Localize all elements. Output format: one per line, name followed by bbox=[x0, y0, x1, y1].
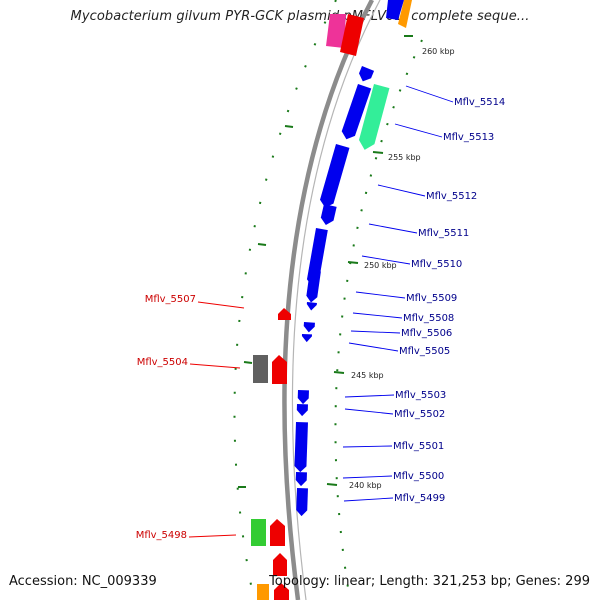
gene-label: Mflv_5498 bbox=[136, 530, 187, 541]
label-leader-line bbox=[344, 408, 394, 415]
gene-arrow bbox=[294, 422, 308, 473]
forward-gene-glyph bbox=[297, 390, 309, 405]
forward-gene-glyph bbox=[301, 334, 312, 343]
forward-gene-glyph bbox=[320, 204, 337, 225]
gene-label: Mflv_5506 bbox=[401, 328, 452, 339]
gene-arrow bbox=[306, 302, 317, 311]
gene-arrow bbox=[273, 553, 287, 576]
forward-gene-glyph bbox=[296, 404, 308, 417]
gene-arrow bbox=[320, 204, 337, 225]
tick-label: 250 kbp bbox=[364, 261, 397, 270]
label-leader-line bbox=[189, 363, 241, 369]
gene-label: Mflv_5513 bbox=[443, 132, 494, 143]
gene-arrow bbox=[296, 488, 308, 517]
reverse-gene-glyphs bbox=[251, 308, 291, 600]
gene-arrow bbox=[306, 270, 321, 303]
forward-gene-glyph bbox=[303, 322, 315, 333]
gene-features bbox=[251, 0, 412, 600]
label-leader-line bbox=[355, 291, 406, 299]
gene-label: Mflv_5499 bbox=[394, 493, 445, 504]
label-leader-line bbox=[394, 123, 443, 138]
gene-labels: Mflv_5514 Mflv_5513 Mflv_5512 Mflv_5511 Mflv… bbox=[136, 85, 505, 541]
gene-label: Mflv_5505 bbox=[399, 346, 450, 357]
gene-label: Mflv_5500 bbox=[393, 471, 444, 482]
gene-arrow bbox=[270, 519, 285, 546]
forward-gene-glyph bbox=[341, 84, 372, 140]
gene-arrow bbox=[303, 322, 315, 333]
label-leader-line bbox=[188, 534, 237, 538]
gene-label: Mflv_5502 bbox=[394, 409, 445, 420]
label-leader-line bbox=[405, 85, 454, 103]
gene-label: Mflv_5511 bbox=[418, 228, 469, 239]
gene-label: Mflv_5509 bbox=[406, 293, 457, 304]
accession: Accession: NC_009339 bbox=[9, 574, 157, 589]
gene-glyph bbox=[326, 14, 346, 48]
forward-gene-glyph bbox=[359, 66, 375, 82]
forward-gene-glyph bbox=[296, 488, 308, 517]
map-summary: Topology: linear; Length: 321,253 bp; Ge… bbox=[269, 574, 590, 589]
gene-glyph bbox=[340, 14, 364, 56]
gene-label: Mflv_5512 bbox=[426, 191, 477, 202]
label-leader-line bbox=[361, 255, 411, 265]
tick-ring-inner bbox=[233, 0, 337, 600]
gene-label: Mflv_5503 bbox=[395, 390, 446, 401]
gene-box bbox=[251, 519, 266, 546]
gene-arrow bbox=[341, 84, 372, 140]
label-leader-line bbox=[342, 475, 393, 479]
gene-arrow bbox=[272, 355, 287, 384]
label-leader-line bbox=[368, 223, 418, 234]
label-leader-line bbox=[377, 184, 426, 197]
forward-gene-glyph bbox=[306, 302, 317, 311]
backbone bbox=[282, 0, 381, 600]
major-ticks bbox=[238, 35, 413, 488]
forward-gene-glyph bbox=[295, 472, 307, 487]
label-leader-line bbox=[348, 342, 399, 352]
forward-gene-glyph bbox=[306, 270, 321, 303]
gene-arrow bbox=[297, 390, 309, 405]
gene-arrow bbox=[301, 334, 312, 343]
tick-label: 260 kbp bbox=[422, 47, 455, 56]
gene-label: Mflv_5514 bbox=[454, 97, 505, 108]
gene-glyph bbox=[358, 84, 390, 150]
gene-label: Mflv_5508 bbox=[403, 313, 454, 324]
gene-label: Mflv_5504 bbox=[137, 357, 188, 368]
gene-arrow bbox=[296, 404, 308, 417]
gene-box bbox=[253, 355, 268, 383]
map-title: Mycobacterium gilvum PYR-GCK plasmid pMF… bbox=[70, 9, 530, 24]
top-genes bbox=[326, 0, 412, 56]
gene-arrow bbox=[320, 144, 350, 208]
gene-label: Mflv_5510 bbox=[411, 259, 462, 270]
label-leader-line bbox=[350, 330, 401, 334]
gene-box bbox=[257, 584, 269, 600]
tick-labels: 260 kbp 255 kbp 250 kbp 245 kbp 240 kbp bbox=[349, 47, 455, 490]
tick-label: 255 kbp bbox=[388, 153, 421, 162]
gene-glyph bbox=[398, 0, 412, 28]
forward-gene-glyph bbox=[320, 144, 350, 208]
tick-label: 240 kbp bbox=[349, 481, 382, 490]
gene-arrow bbox=[295, 472, 307, 487]
gene-arrow bbox=[278, 308, 291, 320]
label-leader-line bbox=[352, 312, 403, 319]
label-leader-line bbox=[344, 394, 395, 398]
gene-label: Mflv_5507 bbox=[145, 294, 196, 305]
gene-glyph bbox=[386, 0, 404, 20]
label-leader-line bbox=[342, 445, 393, 448]
label-leader-line bbox=[197, 301, 245, 309]
tick-label: 245 kbp bbox=[351, 371, 384, 380]
forward-gene-glyph bbox=[294, 422, 308, 473]
label-leader-line bbox=[343, 497, 394, 502]
gene-arrow bbox=[274, 583, 289, 600]
gene-label: Mflv_5501 bbox=[393, 441, 444, 452]
gene-arrow bbox=[359, 66, 375, 82]
